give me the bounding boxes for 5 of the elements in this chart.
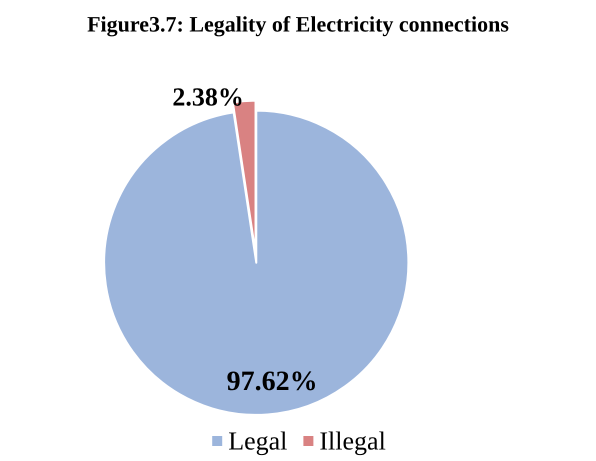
legend-label: Illegal — [319, 426, 386, 456]
chart-title: Figure3.7: Legality of Electricity connections — [87, 12, 510, 36]
data-label: 97.62% — [226, 366, 318, 398]
legend-label: Legal — [228, 426, 288, 456]
data-label: 2.38% — [172, 82, 244, 112]
